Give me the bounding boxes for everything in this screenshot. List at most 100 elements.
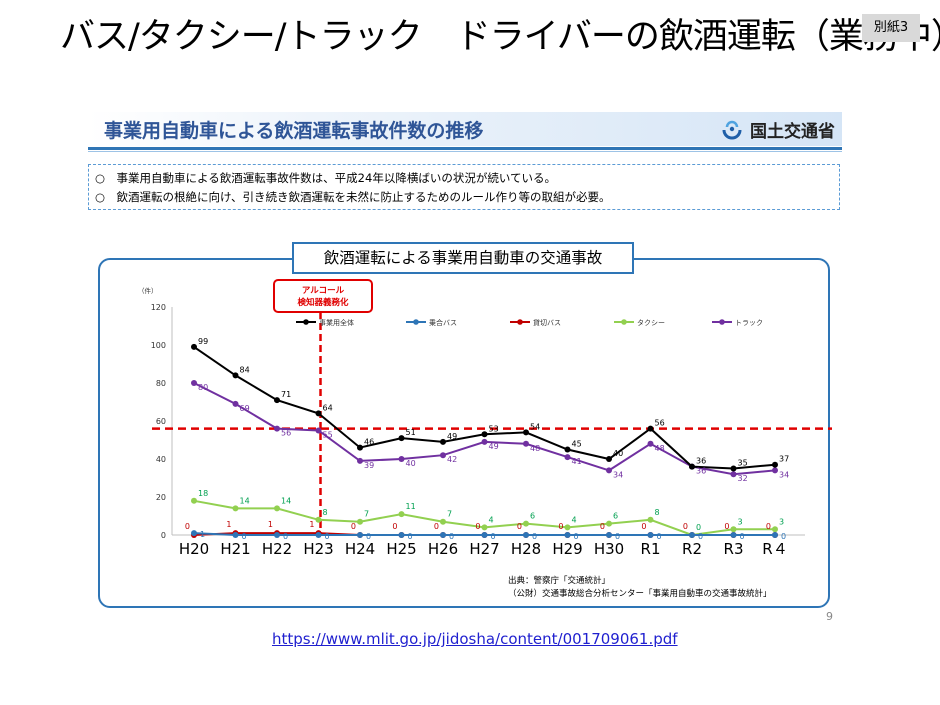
data-point [232, 400, 239, 407]
data-label: 0 [683, 522, 688, 531]
data-label: 49 [447, 432, 457, 441]
data-point [440, 452, 446, 459]
data-label: 0 [532, 532, 537, 541]
data-label: 40 [406, 459, 416, 468]
data-point [357, 532, 363, 538]
data-label: 7 [447, 510, 452, 519]
data-point [232, 532, 239, 538]
data-point [564, 532, 571, 538]
source-url-link[interactable]: https://www.mlit.go.jp/jidosha/content/0… [272, 630, 678, 648]
x-tick-label: H22 [262, 540, 292, 558]
data-label: 37 [779, 455, 789, 464]
data-point [647, 516, 654, 523]
x-tick-label: H24 [345, 540, 375, 558]
data-point [191, 343, 197, 350]
data-label: 0 [615, 532, 620, 541]
data-label: 4 [489, 515, 494, 524]
data-point [315, 532, 322, 538]
data-label: 48 [530, 444, 540, 453]
data-point [647, 532, 654, 538]
data-point [730, 532, 737, 538]
data-label: 0 [325, 532, 330, 541]
y-tick-label: 60 [156, 417, 166, 426]
data-point [191, 530, 197, 537]
x-tick-label: H21 [220, 540, 250, 558]
y-tick-label: 20 [156, 493, 166, 502]
data-point [481, 431, 488, 438]
data-label: 0 [434, 522, 439, 531]
section-banner: 事業用自動車による飲酒運転事故件数の推移 国土交通省 [88, 104, 842, 154]
data-point [523, 440, 529, 447]
data-label: 4 [572, 515, 577, 524]
data-label: 0 [781, 532, 786, 541]
data-label: 0 [449, 532, 454, 541]
data-label: 0 [242, 532, 247, 541]
data-point [772, 461, 778, 468]
x-tick-label: H23 [303, 540, 333, 558]
data-label: 54 [530, 422, 540, 431]
legend-label: タクシー [637, 318, 665, 327]
summary-line: ○ 事業用自動車による飲酒運転事故件数は、平成24年以降横ばいの状況が続いている… [95, 171, 556, 185]
data-label: 55 [323, 431, 333, 440]
data-label: 35 [738, 459, 748, 468]
event-label: アルコール [302, 286, 345, 296]
data-point [232, 505, 239, 512]
data-label: 1 [268, 520, 273, 529]
data-label: 0 [283, 532, 288, 541]
attachment-badge: 別紙3 [862, 14, 920, 42]
data-point [606, 520, 612, 527]
legend-label: 事業用全体 [319, 318, 354, 327]
data-point [357, 518, 363, 525]
data-label: 1 [309, 520, 314, 529]
data-point [606, 532, 612, 538]
legend-marker [517, 319, 523, 325]
data-point [274, 505, 280, 512]
legend-marker [413, 319, 419, 325]
x-tick-label: R1 [641, 540, 661, 558]
data-point [357, 444, 363, 451]
data-label: 42 [447, 455, 457, 464]
data-label: 0 [351, 522, 356, 531]
data-point [689, 463, 695, 470]
data-point [398, 532, 405, 538]
data-label: 0 [366, 532, 371, 541]
data-label: 0 [491, 532, 496, 541]
data-label: 0 [698, 532, 703, 541]
data-label: 3 [779, 517, 784, 526]
data-label: 0 [408, 532, 413, 541]
chart-title: 飲酒運転による事業用自動車の交通事故 [292, 242, 634, 274]
data-point [274, 532, 280, 538]
data-point [481, 438, 488, 445]
summary-box: ○ 事業用自動車による飲酒運転事故件数は、平成24年以降横ばいの状況が続いている… [88, 164, 840, 210]
ministry-logo-icon [722, 120, 742, 140]
data-point [440, 518, 446, 525]
data-label: 40 [613, 449, 623, 458]
source-line: （公財）交通事故総合分析センター「事業用自動車の交通事故統計」 [508, 589, 772, 599]
data-label: 41 [572, 457, 582, 466]
data-point [564, 524, 571, 531]
data-label: 34 [613, 470, 623, 479]
data-label: 36 [696, 457, 706, 466]
data-point [315, 410, 322, 417]
data-label: 34 [779, 470, 789, 479]
data-point [274, 397, 280, 404]
data-label: 1 [226, 520, 231, 529]
source-line: 出典：警察庁「交通統計」 [508, 576, 611, 586]
data-point [440, 438, 446, 445]
data-label: 8 [655, 508, 660, 517]
data-label: 0 [475, 522, 480, 531]
legend-label: 乗合バス [429, 318, 457, 327]
data-label: 0 [185, 522, 190, 531]
x-tick-label: R3 [724, 540, 744, 558]
banner-background [88, 112, 842, 146]
data-point [730, 471, 737, 478]
legend-marker [621, 319, 627, 325]
data-label: 56 [655, 419, 665, 428]
data-label: 0 [517, 522, 522, 531]
data-label: 3 [738, 517, 743, 526]
data-label: 36 [696, 467, 706, 476]
data-point [191, 497, 197, 504]
x-tick-label: R４ [762, 540, 787, 558]
data-label: 48 [655, 444, 665, 453]
legend-label: トラック [735, 319, 763, 327]
